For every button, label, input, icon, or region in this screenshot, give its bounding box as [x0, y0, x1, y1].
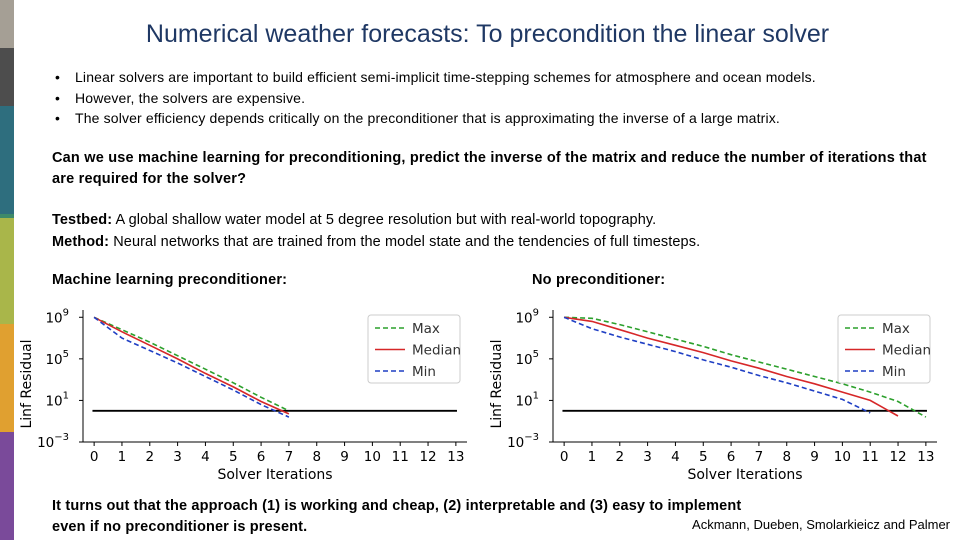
sidebar-stripe [0, 214, 14, 218]
x-tick-label: 3 [643, 449, 652, 465]
x-tick-label: 12 [889, 449, 906, 465]
y-tick-label: 10−3 [507, 432, 539, 451]
x-tick-label: 8 [782, 449, 791, 465]
x-tick-label: 6 [727, 449, 736, 465]
legend-label-median: Median [882, 343, 931, 359]
x-tick-label: 13 [447, 449, 464, 465]
method-text: Neural networks that are trained from th… [109, 233, 701, 250]
testbed-text: A global shallow water model at 5 degree… [112, 212, 657, 228]
conclusion-line: It turns out that the approach (1) is wo… [52, 498, 742, 514]
x-tick-label: 4 [671, 449, 680, 465]
x-tick-label: 8 [312, 449, 321, 465]
legend-label-min: Min [412, 364, 436, 380]
x-tick-label: 10 [364, 449, 381, 465]
sidebar-stripe [0, 218, 14, 324]
sidebar-stripe [0, 324, 14, 432]
y-tick-label: 109 [45, 307, 69, 326]
legend-box [837, 314, 931, 384]
x-tick-label: 7 [755, 449, 764, 465]
x-tick-label: 4 [201, 449, 210, 465]
method-line: Method: Neural networks that are trained… [52, 232, 700, 254]
y-axis-label: Linf Residual [19, 339, 35, 428]
x-tick-label: 6 [257, 449, 266, 465]
x-tick-label: 11 [862, 449, 879, 465]
y-tick-label: 101 [515, 390, 539, 409]
research-question: Can we use machine learning for precondi… [52, 150, 927, 187]
slide-title: Numerical weather forecasts: To precondi… [145, 20, 830, 48]
sidebar-stripe [0, 106, 14, 214]
x-tick-label: 13 [917, 449, 934, 465]
x-tick-label: 9 [810, 449, 819, 465]
x-tick-label: 2 [615, 449, 624, 465]
x-tick-label: 3 [173, 449, 182, 465]
series-line-max [564, 316, 927, 418]
conclusion-line: even if no preconditioner is present. [52, 518, 308, 535]
chart-heading-ml: Machine learning preconditioner: [52, 272, 288, 288]
x-tick-label: 2 [145, 449, 154, 465]
series-line-median [93, 316, 290, 415]
legend-label-max: Max [882, 321, 910, 337]
y-tick-label: 109 [515, 307, 539, 326]
x-tick-label: 0 [560, 449, 569, 465]
legend-box [367, 314, 461, 384]
conclusion: It turns out that the approach (1) is wo… [52, 496, 741, 537]
x-tick-label: 0 [90, 449, 99, 465]
y-axis-label: Linf Residual [489, 339, 505, 428]
method-label: Method: [52, 233, 110, 250]
legend-label-median: Median [412, 343, 461, 359]
testbed-label: Testbed: [52, 212, 113, 228]
authors-credit: Ackmann, Dueben, Smolarkieicz and Palmer [692, 517, 950, 532]
series-line-max [93, 316, 290, 412]
sidebar-stripe [0, 432, 14, 540]
x-tick-label: 10 [834, 449, 851, 465]
x-tick-label: 5 [229, 449, 238, 465]
x-tick-label: 5 [699, 449, 708, 465]
x-tick-label: 9 [340, 449, 349, 465]
y-tick-label: 10−3 [37, 432, 69, 451]
legend-label-min: Min [882, 364, 906, 380]
y-tick-label: 105 [45, 349, 69, 368]
x-tick-label: 12 [419, 449, 436, 465]
sidebar-stripe [0, 0, 14, 48]
x-tick-label: 1 [588, 449, 597, 465]
series-line-median [563, 316, 899, 417]
x-axis-label: Solver Iterations [687, 467, 802, 483]
x-tick-label: 7 [285, 449, 294, 465]
bullet-item: However, the solvers are expensive. [55, 88, 816, 109]
sidebar-stripe [0, 48, 14, 106]
chart-legend: Max Median Min [837, 314, 931, 384]
bullet-list: Linear solvers are important to build ef… [55, 67, 816, 129]
x-tick-label: 1 [118, 449, 127, 465]
bullet-item: Linear solvers are important to build ef… [55, 67, 816, 88]
x-tick-label: 11 [392, 449, 409, 465]
y-tick-label: 101 [45, 390, 69, 409]
testbed-line: Testbed: A global shallow water model at… [52, 210, 700, 232]
y-tick-label: 105 [515, 349, 539, 368]
legend-label-max: Max [412, 321, 440, 337]
chart-heading-none: No preconditioner: [532, 272, 666, 288]
decorative-sidebar [0, 0, 14, 540]
bullet-item: The solver efficiency depends critically… [55, 108, 816, 129]
chart-legend: Max Median Min [367, 314, 461, 384]
series-line-min [563, 316, 871, 414]
x-axis-label: Solver Iterations [217, 467, 332, 483]
testbed-method-block: Testbed: A global shallow water model at… [52, 210, 700, 253]
